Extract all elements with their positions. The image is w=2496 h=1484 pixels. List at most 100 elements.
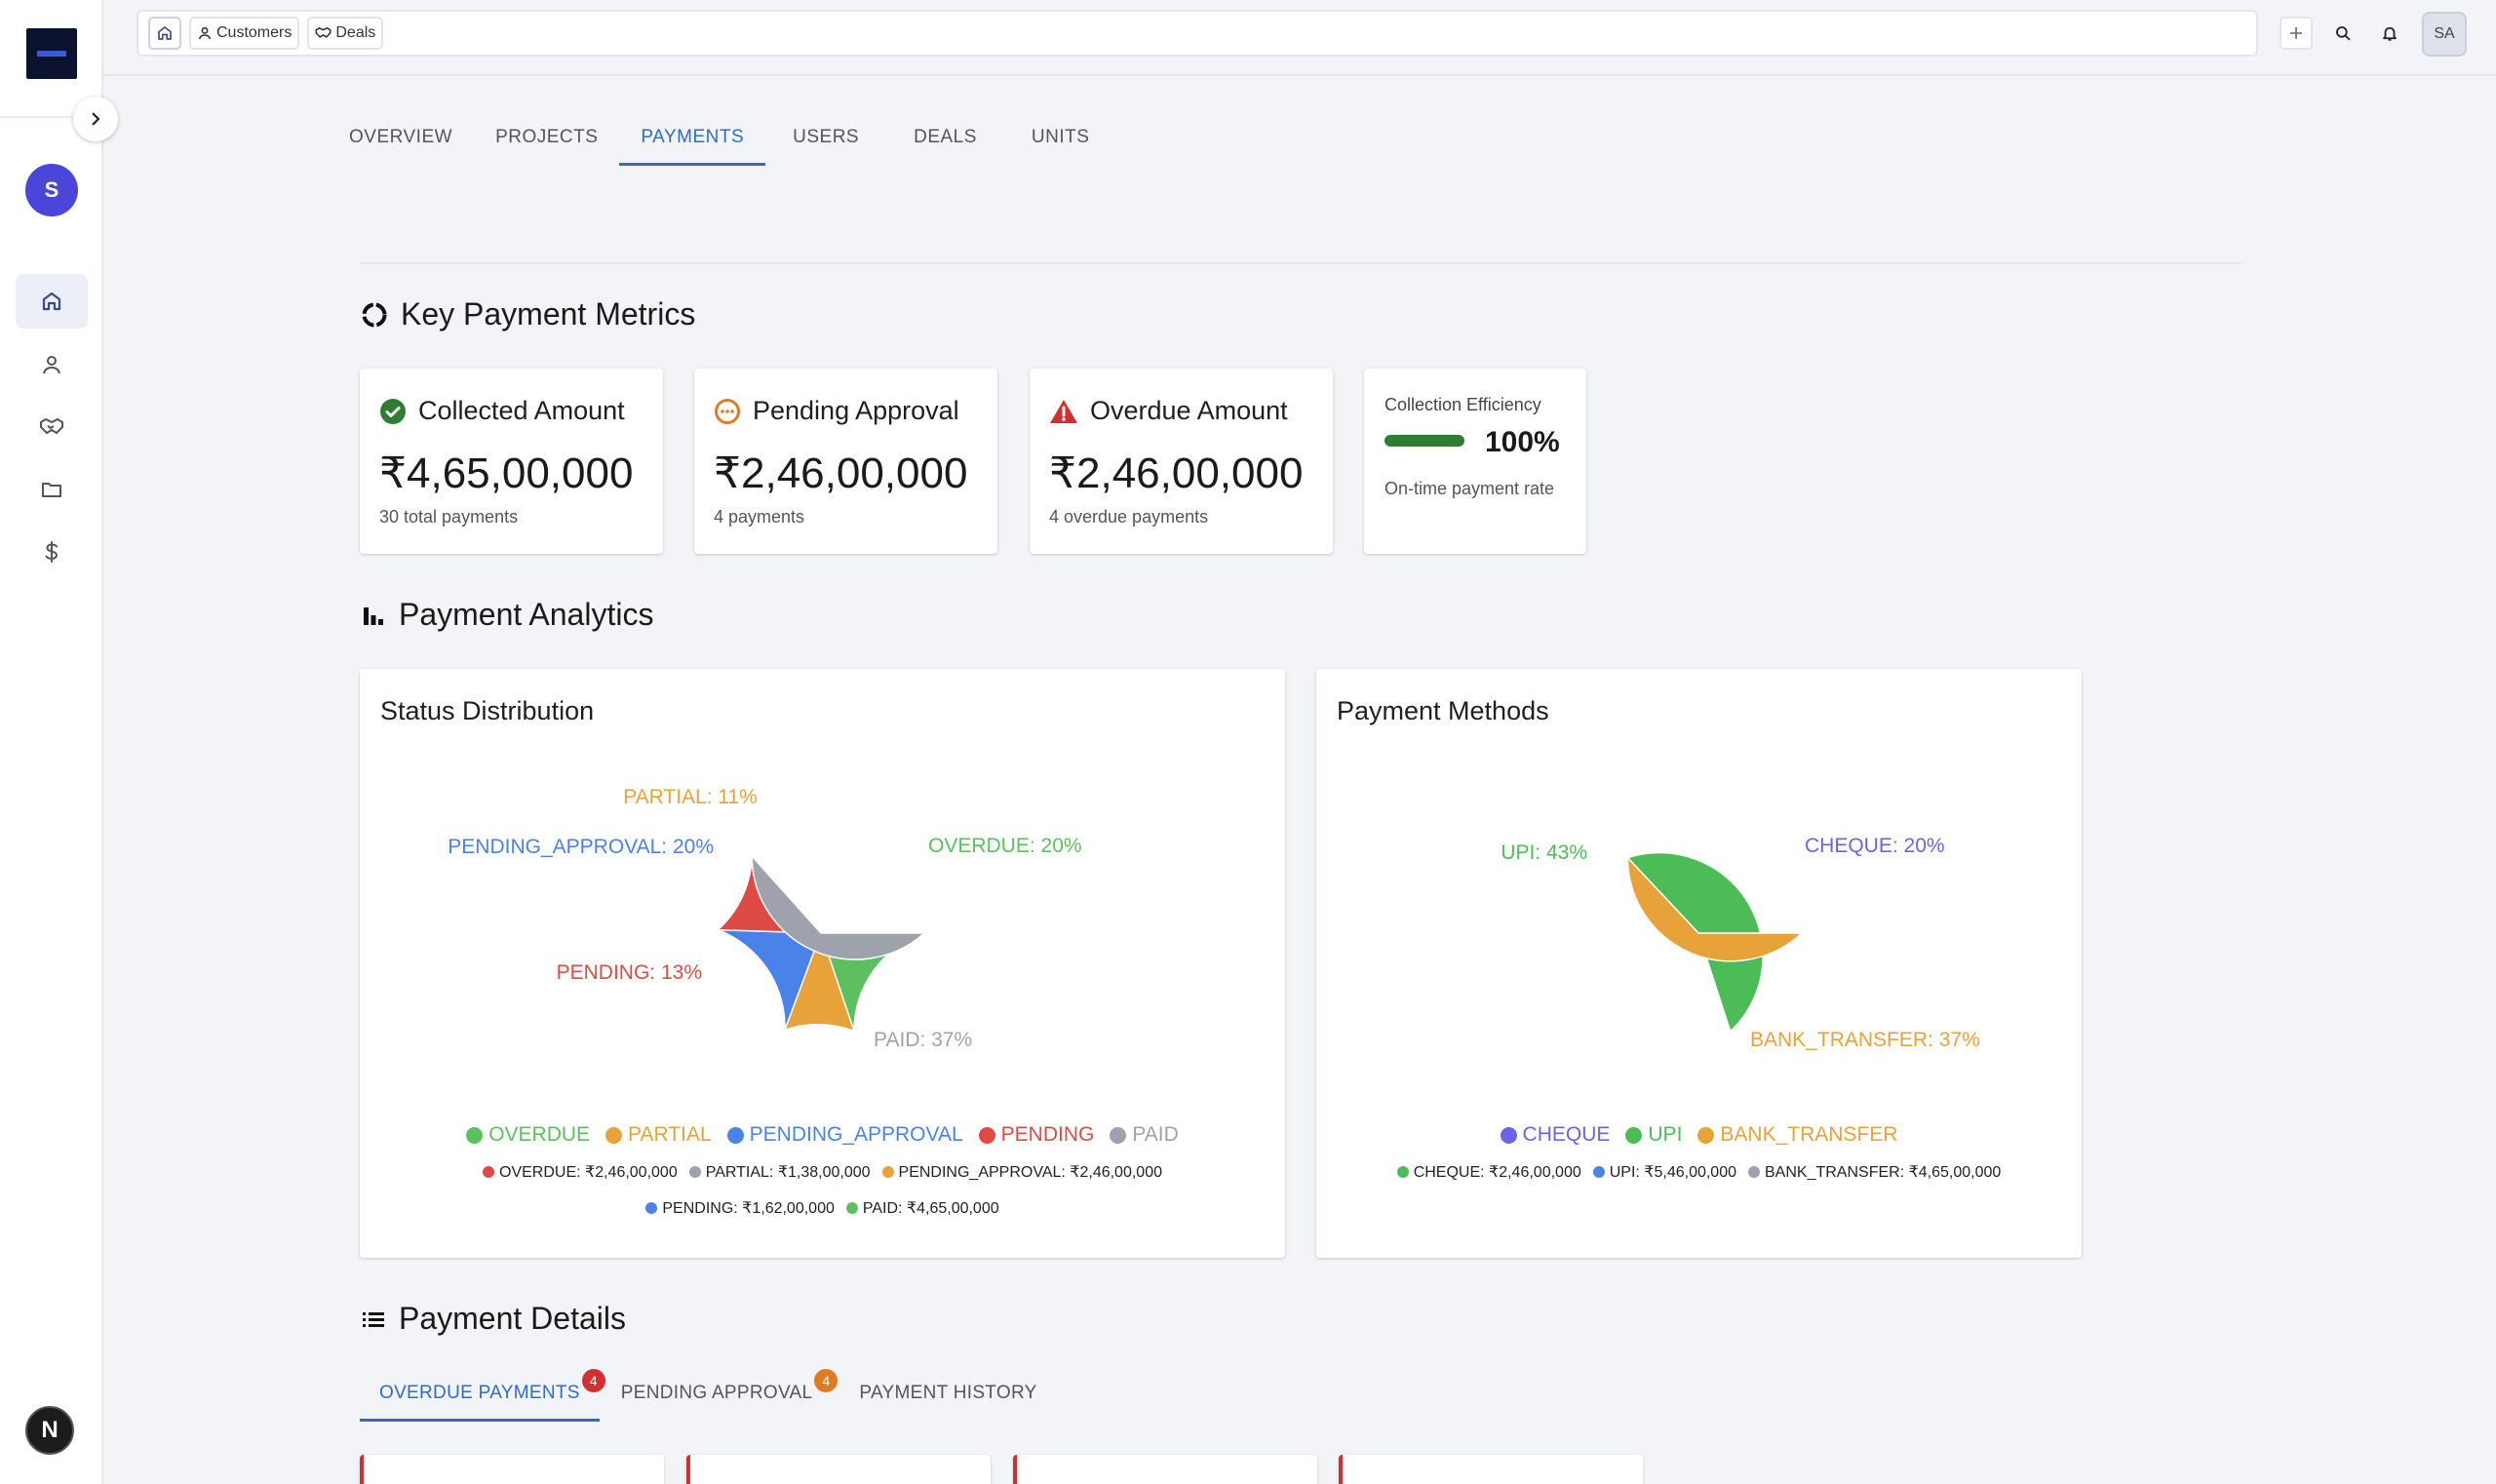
tab-units[interactable]: UNITS — [1031, 127, 1090, 147]
handshake-icon — [315, 26, 332, 38]
methods-legend: CHEQUE UPI BANK_TRANSFER — [1316, 1123, 2082, 1147]
methods-summary-row: CHEQUE: ₹2,46,00,000 UPI: ₹5,46,00,000 B… — [1316, 1162, 2082, 1182]
summary-dot — [881, 1166, 894, 1178]
legend-item-upi[interactable]: UPI — [1625, 1123, 1682, 1147]
section-divider — [360, 262, 2242, 264]
summary-item: BANK_TRANSFER: ₹4,65,00,000 — [1748, 1162, 2001, 1182]
summary-item: PENDING_APPROVAL: ₹2,46,00,000 — [881, 1162, 1162, 1182]
pie-slice-paid[interactable] — [751, 854, 926, 960]
sidebar-item-home[interactable] — [16, 274, 88, 329]
metric-card-collected: Collected Amount ₹4,65,00,000 30 total p… — [360, 369, 663, 554]
sidebar-item-payments[interactable] — [16, 525, 88, 579]
status-summary-row-1: OVERDUE: ₹2,46,00,000 PARTIAL: ₹1,38,00,… — [360, 1162, 1285, 1182]
legend-item-pending-approval[interactable]: PENDING_APPROVAL — [726, 1123, 963, 1147]
chart-title: Status Distribution — [380, 696, 595, 725]
breadcrumb-deals[interactable]: Deals — [307, 17, 384, 50]
tab-projects[interactable]: PROJECTS — [495, 127, 599, 147]
add-button[interactable] — [2280, 17, 2313, 50]
pie-slice-bank-transfer[interactable] — [1626, 855, 1804, 962]
tab-payments[interactable]: PAYMENTS — [619, 115, 765, 166]
chart-title: Payment Methods — [1337, 696, 1549, 725]
overdue-payment-card[interactable] — [686, 1455, 991, 1484]
legend-item-pending[interactable]: PENDING — [978, 1123, 1095, 1147]
pie-slice-upi[interactable] — [1626, 851, 1764, 1034]
breadcrumb-bar: Customers Deals — [136, 10, 2258, 57]
sidebar-item-projects[interactable] — [16, 462, 88, 517]
sidebar-avatar[interactable]: S — [25, 164, 78, 216]
summary-item: UPI: ₹5,46,00,000 — [1592, 1162, 1736, 1182]
tab-overview[interactable]: OVERVIEW — [349, 127, 453, 147]
app-logo[interactable] — [26, 28, 77, 79]
tab-pending-approval[interactable]: PENDING APPROVAL 4 — [602, 1357, 838, 1422]
home-icon — [42, 292, 61, 311]
sidebar-item-deals[interactable] — [16, 400, 88, 454]
overdue-payment-card[interactable] — [360, 1455, 664, 1484]
pie-slice-partial[interactable] — [783, 930, 856, 1033]
pie-label-partial: PARTIAL: 11% — [623, 786, 758, 808]
legend-dot — [1625, 1126, 1643, 1144]
breadcrumb-home[interactable] — [148, 17, 181, 50]
efficiency-title: Collection Efficiency — [1384, 395, 1541, 414]
user-icon — [198, 26, 212, 40]
payment-details-tabs: OVERDUE PAYMENTS 4 PENDING APPROVAL 4 PA… — [360, 1357, 1057, 1422]
legend-dot — [726, 1126, 744, 1144]
breadcrumb-customers[interactable]: Customers — [189, 17, 300, 50]
sidebar-item-customers[interactable] — [16, 337, 88, 392]
framework-badge[interactable]: N — [25, 1406, 74, 1455]
legend-dot — [978, 1126, 995, 1144]
count-badge: 4 — [814, 1369, 838, 1392]
methods-pie-slices — [1626, 851, 1804, 1034]
status-summary-row-2: PENDING: ₹1,62,00,000 PAID: ₹4,65,00,000 — [360, 1198, 1285, 1218]
legend-label: OVERDUE — [488, 1123, 591, 1146]
legend-label: PARTIAL — [628, 1123, 712, 1146]
legend-label: BANK_TRANSFER — [1720, 1123, 1898, 1146]
legend-item-paid[interactable]: PAID — [1110, 1123, 1179, 1147]
legend-label: PENDING — [1000, 1123, 1095, 1146]
status-pie-chart: OVERDUE: 20% PARTIAL: 11% PENDING_APPROV… — [448, 786, 1082, 1051]
legend-item-overdue[interactable]: OVERDUE — [466, 1123, 590, 1147]
tab-users[interactable]: USERS — [793, 127, 860, 147]
metric-value: ₹4,65,00,000 — [379, 449, 634, 497]
tab-overdue-payments[interactable]: OVERDUE PAYMENTS 4 — [360, 1357, 605, 1422]
main-tabs: OVERVIEW PROJECTS PAYMENTS USERS DEALS U… — [328, 115, 1116, 166]
search-button[interactable] — [2326, 17, 2360, 50]
metric-subtitle: 4 overdue payments — [1049, 507, 1209, 527]
plus-icon — [2290, 27, 2302, 39]
user-avatar[interactable]: SA — [2422, 12, 2467, 57]
legend-item-cheque[interactable]: CHEQUE — [1500, 1123, 1611, 1147]
legend-item-partial[interactable]: PARTIAL — [605, 1123, 712, 1147]
pie-label-pending: PENDING: 13% — [557, 961, 702, 984]
summary-dot — [483, 1166, 494, 1178]
pie-label-overdue: OVERDUE: 20% — [928, 835, 1082, 857]
summary-dot — [688, 1166, 701, 1178]
summary-text: PENDING_APPROVAL: ₹2,46,00,000 — [898, 1164, 1162, 1181]
folder-icon — [42, 483, 61, 497]
tab-deals[interactable]: DEALS — [914, 127, 977, 147]
metric-card-efficiency: Collection Efficiency 100% On-time payme… — [1364, 369, 1586, 554]
summary-dot — [845, 1202, 858, 1214]
list-icon — [363, 1311, 384, 1327]
user-icon — [43, 356, 60, 374]
pie-label-paid: PAID: 37% — [874, 1029, 972, 1051]
legend-item-bank-transfer[interactable]: BANK_TRANSFER — [1697, 1123, 1897, 1147]
sidebar-expand-button[interactable] — [73, 97, 118, 141]
overdue-payment-card[interactable] — [1013, 1455, 1317, 1484]
tab-payment-history[interactable]: PAYMENT HISTORY — [839, 1357, 1056, 1422]
metric-card-overdue: Overdue Amount ₹2,46,00,000 4 overdue pa… — [1030, 369, 1333, 554]
dollar-icon — [45, 541, 58, 563]
metric-head: Overdue Amount — [1049, 396, 1288, 426]
efficiency-value: 100% — [1485, 426, 1560, 458]
summary-dot — [1396, 1166, 1409, 1178]
home-icon — [158, 26, 172, 40]
sidebar: S N — [0, 0, 118, 1484]
pie-slice-pending-approval[interactable] — [717, 928, 823, 1031]
metric-title: Collected Amount — [418, 396, 625, 425]
legend-dot — [1500, 1126, 1517, 1144]
legend-label: CHEQUE — [1522, 1123, 1611, 1146]
payment-methods-card: Payment Methods CHEQUE: 20% UPI: 43% BAN… — [1316, 669, 2082, 1258]
legend-label: PAID — [1132, 1123, 1179, 1146]
details-section-title: Payment Details — [360, 1301, 626, 1337]
notifications-button[interactable] — [2373, 17, 2406, 50]
pie-label-upi: UPI: 43% — [1501, 841, 1587, 864]
overdue-payment-card[interactable] — [1339, 1455, 1643, 1484]
